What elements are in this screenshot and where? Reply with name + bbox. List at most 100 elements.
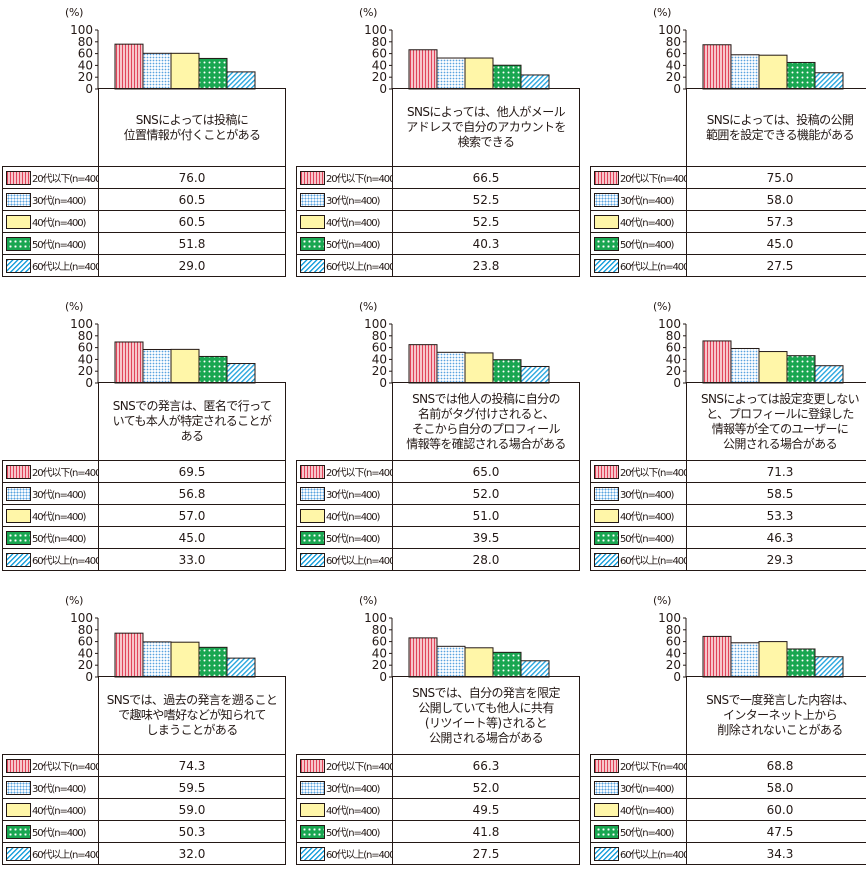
y-tick-label: 20: [372, 70, 387, 84]
legend-cell: 30代(n=400): [590, 776, 687, 799]
bar: [814, 656, 844, 678]
y-tick-label: 60: [372, 47, 387, 61]
bar: [170, 52, 200, 90]
legend-label: 50代(n=400): [620, 828, 674, 839]
legend-swatch: [300, 802, 325, 817]
table-row: 50代(n=400) 39.5: [296, 526, 580, 549]
data-table: 20代以下(n=400) 69.5 30代(n=400) 56.8 40代(n=400)…: [2, 460, 286, 571]
value-cell: 74.3: [98, 754, 286, 777]
legend-label: 60代以上(n=400): [620, 262, 687, 273]
table-row: 60代以上(n=400) 34.3: [590, 842, 866, 865]
y-tick-label: 0: [673, 376, 681, 390]
legend-swatch: [594, 214, 619, 229]
bar: [702, 635, 732, 678]
bar: [226, 657, 256, 678]
legend-label: 40代(n=400): [32, 512, 86, 523]
table-row: 40代(n=400) 59.0: [2, 798, 286, 821]
table-row: 60代以上(n=400) 32.0: [2, 842, 286, 865]
y-tick-label: 0: [85, 82, 93, 96]
legend-cell: 40代(n=400): [296, 210, 393, 233]
value-cell: 29.0: [98, 254, 286, 277]
bar: [730, 642, 760, 678]
y-tick-label: 100: [70, 23, 93, 37]
bar: [198, 57, 228, 90]
bar: [198, 646, 228, 678]
table-row: 40代(n=400) 51.0: [296, 504, 580, 527]
legend-swatch: [594, 824, 619, 839]
chart-description-box: SNSでは、過去の発言を遡ること で趣味や嗜好などが知られて しまうことがある: [98, 676, 286, 754]
bar: [142, 52, 172, 90]
value-cell: 57.3: [686, 210, 866, 233]
chart-panel: (%) 0 20 40 60 80 100 SNSによっては、投稿の公開 範囲を設定できる機能…: [590, 5, 866, 280]
legend-swatch: [594, 758, 619, 773]
legend-cell: 60代以上(n=400): [2, 842, 99, 865]
legend-label: 20代以下(n=400): [326, 762, 393, 773]
y-unit-label: (%): [653, 6, 672, 19]
legend-cell: 60代以上(n=400): [2, 254, 99, 277]
legend-cell: 20代以下(n=400): [590, 166, 687, 189]
bar: [492, 651, 522, 678]
y-tick-label: 20: [78, 658, 93, 672]
value-cell: 39.5: [392, 526, 580, 549]
value-cell: 33.0: [98, 548, 286, 571]
chart-title: SNSによっては投稿に 位置情報が付くことがある: [123, 112, 261, 142]
table-row: 30代(n=400) 52.0: [296, 776, 580, 799]
data-table: 20代以下(n=400) 66.5 30代(n=400) 52.5 40代(n=400)…: [296, 166, 580, 277]
table-row: 20代以下(n=400) 66.5: [296, 166, 580, 189]
bar: [786, 355, 816, 384]
y-tick-label: 60: [666, 341, 681, 355]
legend-cell: 50代(n=400): [2, 526, 99, 549]
legend-label: 20代以下(n=400): [326, 174, 393, 185]
chart-description-box: SNSでは他人の投稿に自分の 名前がタグ付けされると、 そこから自分のプロフィー…: [392, 382, 580, 460]
legend-label: 50代(n=400): [620, 240, 674, 251]
bar: [758, 54, 788, 90]
legend-cell: 30代(n=400): [2, 188, 99, 211]
legend-label: 60代以上(n=400): [32, 262, 99, 273]
legend-cell: 50代(n=400): [296, 820, 393, 843]
legend-cell: 30代(n=400): [590, 482, 687, 505]
bar: [170, 641, 200, 678]
table-row: 50代(n=400) 46.3: [590, 526, 866, 549]
y-tick-label: 20: [78, 70, 93, 84]
legend-swatch: [300, 486, 325, 501]
legend-cell: 30代(n=400): [2, 776, 99, 799]
bar: [730, 54, 760, 90]
y-tick-label: 0: [379, 82, 387, 96]
value-cell: 69.5: [98, 460, 286, 483]
bar: [142, 348, 172, 384]
value-cell: 52.0: [392, 776, 580, 799]
y-unit-label: (%): [653, 300, 672, 313]
legend-swatch: [594, 170, 619, 185]
y-tick-label: 40: [666, 352, 681, 366]
y-tick-label: 40: [78, 646, 93, 660]
legend-label: 60代以上(n=400): [326, 556, 393, 567]
legend-swatch: [6, 214, 31, 229]
chart-panel: (%) 0 20 40 60 80 100 SNSによっては投稿に 位置情報が付くことがある 2…: [2, 5, 287, 280]
y-unit-label: (%): [653, 594, 672, 607]
value-cell: 57.0: [98, 504, 286, 527]
value-cell: 45.0: [686, 232, 866, 255]
legend-cell: 40代(n=400): [2, 504, 99, 527]
value-cell: 23.8: [392, 254, 580, 277]
legend-label: 30代(n=400): [32, 196, 86, 207]
y-tick-label: 40: [372, 646, 387, 660]
legend-swatch: [6, 802, 31, 817]
table-row: 60代以上(n=400) 27.5: [296, 842, 580, 865]
legend-label: 30代(n=400): [326, 196, 380, 207]
value-cell: 66.5: [392, 166, 580, 189]
y-tick-label: 80: [372, 35, 387, 49]
data-table: 20代以下(n=400) 66.3 30代(n=400) 52.0 40代(n=400)…: [296, 754, 580, 865]
bar: [114, 341, 144, 384]
legend-cell: 50代(n=400): [2, 820, 99, 843]
table-row: 40代(n=400) 60.5: [2, 210, 286, 233]
legend-cell: 30代(n=400): [296, 776, 393, 799]
legend-label: 40代(n=400): [32, 806, 86, 817]
legend-swatch: [6, 780, 31, 795]
legend-cell: 60代以上(n=400): [296, 548, 393, 571]
legend-cell: 20代以下(n=400): [296, 754, 393, 777]
legend-label: 30代(n=400): [326, 490, 380, 501]
value-cell: 47.5: [686, 820, 866, 843]
